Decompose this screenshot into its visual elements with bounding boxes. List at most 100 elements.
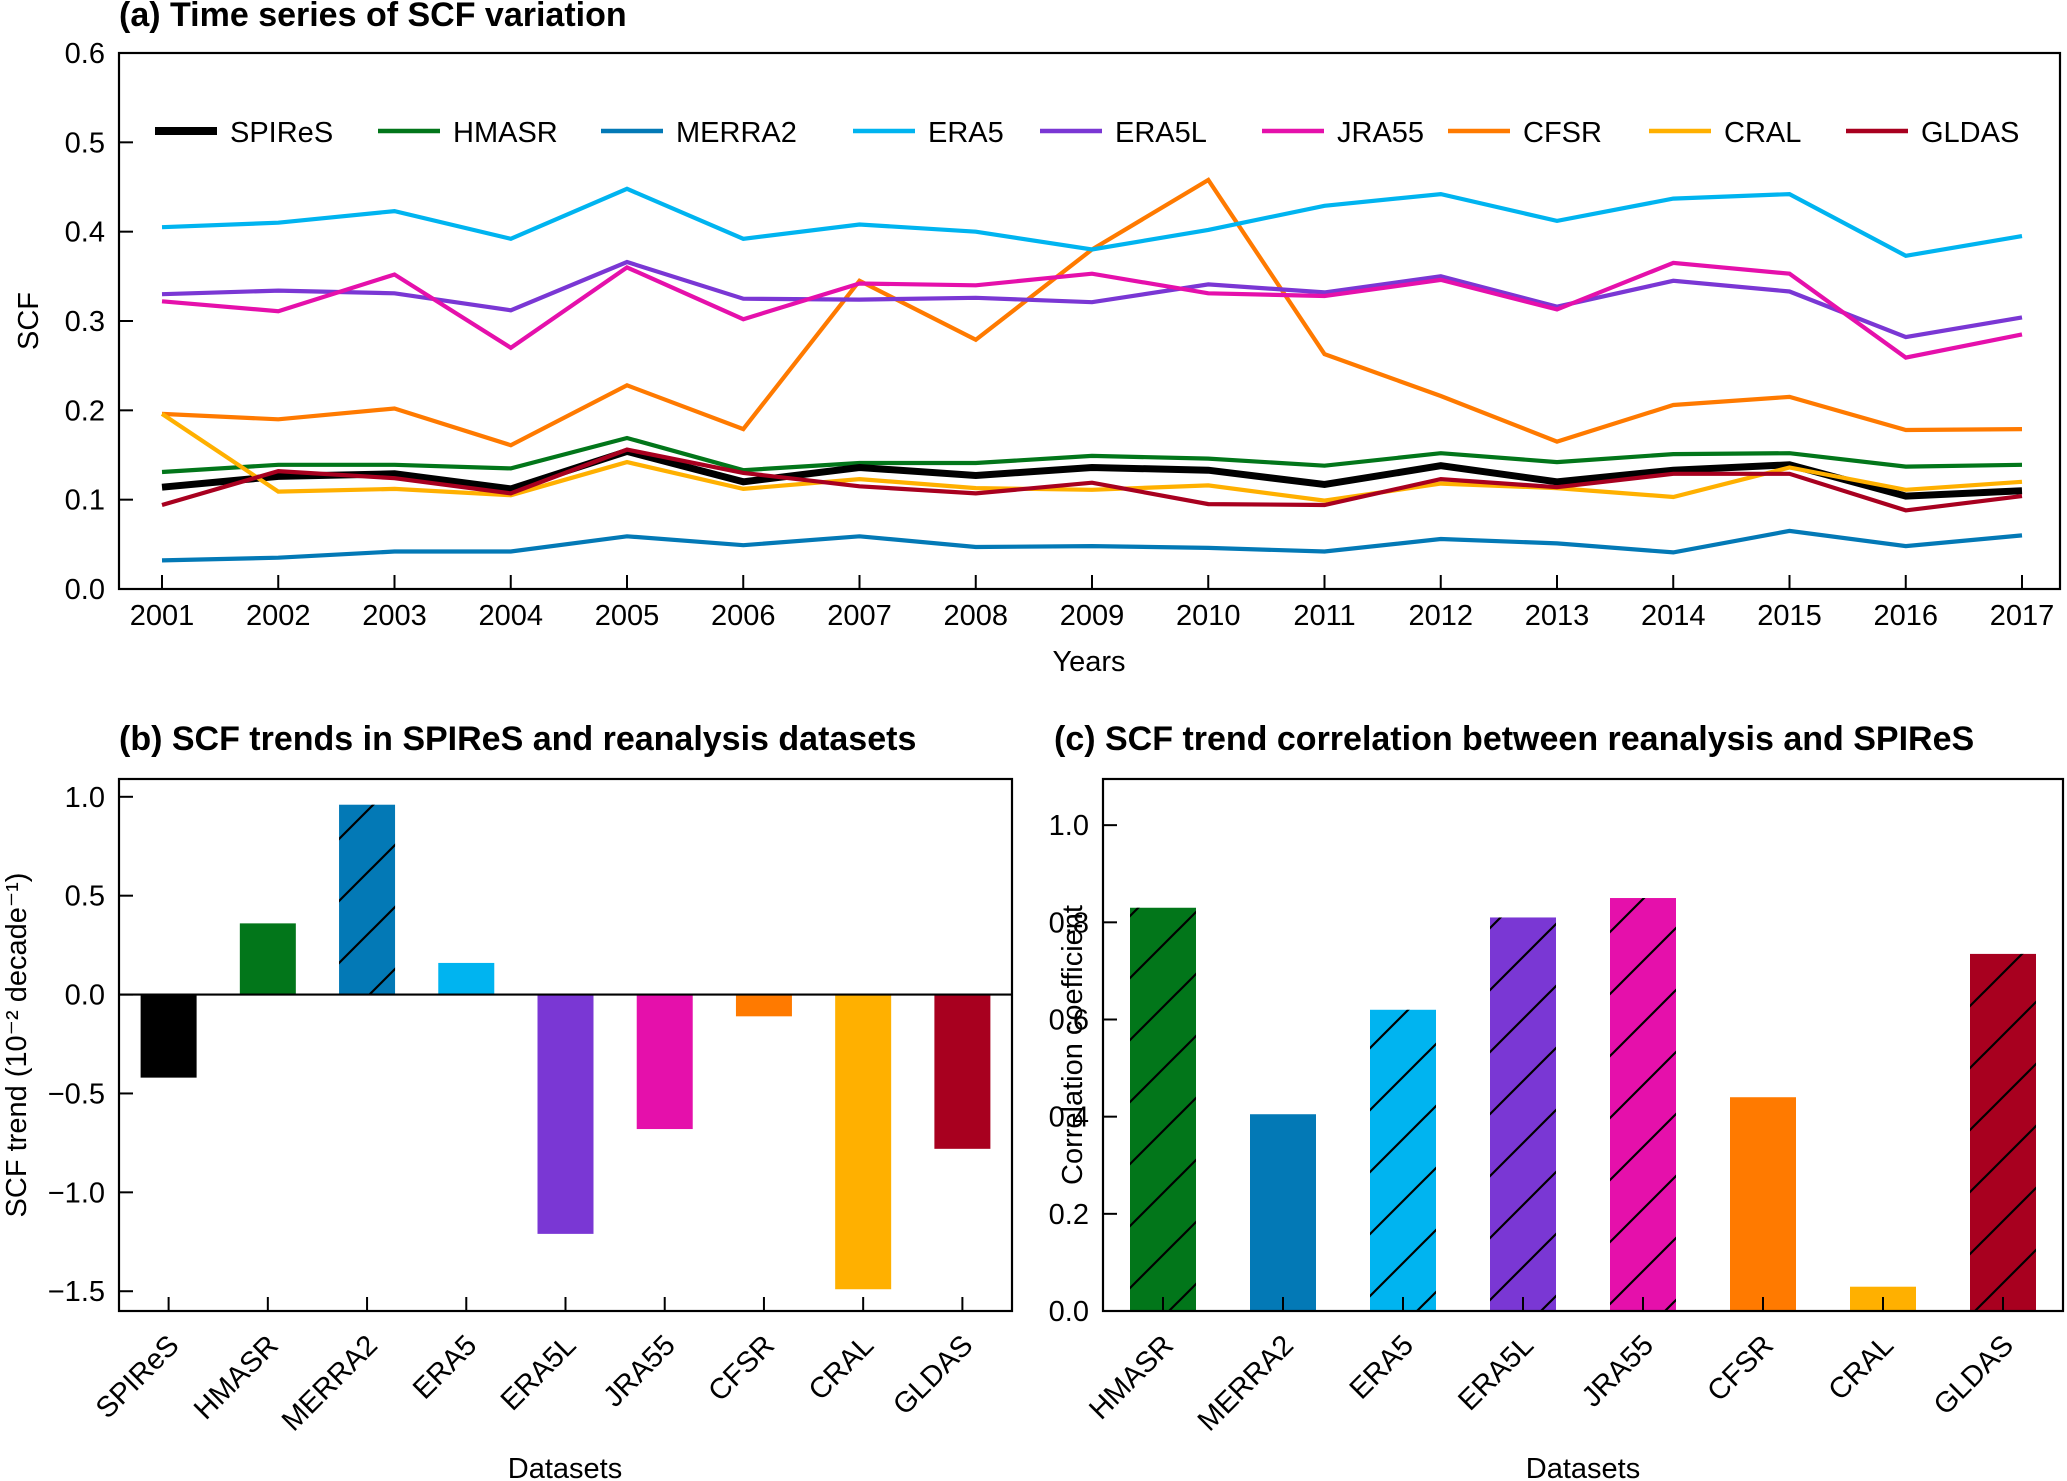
y-tick-label: 0.2 [65, 395, 105, 427]
bar-hatch-jra55 [1610, 898, 1676, 1311]
y-tick-label: −0.5 [48, 1078, 105, 1110]
legend-label-hmasr: HMASR [453, 117, 558, 149]
x-tick-label: GLDAS [887, 1329, 979, 1421]
y-tick-label: 0.4 [1049, 1102, 1089, 1134]
panel-a-xlabel: Years [1052, 646, 1125, 678]
y-tick-label: 0.1 [65, 485, 105, 517]
y-tick-label: 1.0 [65, 782, 105, 814]
panel-b-title: (b) SCF trends in SPIReS and reanalysis … [119, 720, 916, 758]
panel-a-ylabel: SCF [13, 292, 45, 350]
x-tick-label: ERA5 [1344, 1329, 1420, 1405]
bar-cfsr [1730, 1097, 1796, 1311]
legend-label-merra2: MERRA2 [676, 117, 797, 149]
bar-hatch-hmasr [1130, 907, 1196, 1311]
bar-cral [835, 994, 892, 1290]
bar-merra2 [1250, 1114, 1316, 1311]
x-tick-label: MERRA2 [276, 1329, 384, 1437]
panel-b-frame [117, 777, 1014, 1313]
x-tick-label: MERRA2 [1192, 1329, 1300, 1437]
x-tick-label: 2014 [1641, 600, 1706, 632]
panel-c-plot-area: 0.0 0.2 0.4 0.6 0.8 1.0 HMASR MERRA2 ERA5 ERA5L JR… [1049, 810, 2036, 1437]
bar-hatch-era5l [1490, 917, 1556, 1311]
panel-a-plot-area: 0.0 0.1 0.2 0.3 0.4 0.5 0.6 2001 2002 2003 2004 200… [65, 38, 2055, 632]
x-tick-label: 2011 [1293, 600, 1355, 632]
x-tick-label: 2015 [1757, 600, 1822, 632]
x-tick-label: 2013 [1525, 600, 1590, 632]
legend-label-cral: CRAL [1724, 117, 1801, 149]
panel-c-title: (c) SCF trend correlation between reanal… [1054, 720, 1974, 758]
x-tick-label: SPIReS [90, 1329, 186, 1425]
y-tick-label: 0.6 [65, 38, 105, 70]
bar-jra55 [636, 994, 693, 1130]
panel-a-legend: SPIReS HMASR MERRA2 ERA5 ERA5L JRA55 CFSR CRAL G… [155, 117, 2019, 149]
legend-label-jra55: JRA55 [1337, 117, 1424, 149]
x-tick-label: 2012 [1408, 600, 1473, 632]
x-tick-label: JRA55 [597, 1329, 681, 1413]
x-tick-label: 2010 [1176, 600, 1241, 632]
panel-c-ylabel: Correlation coefficient [1057, 905, 1089, 1185]
x-tick-label: 2003 [362, 600, 427, 632]
panel-b-trends: (b) SCF trends in SPIReS and reanalysis … [1, 720, 1014, 1481]
bar-era5 [438, 962, 495, 995]
series-line-era5l [161, 259, 2023, 340]
bar-hatch-gldas [1970, 953, 2036, 1311]
panel-b-ylabel: SCF trend (10⁻² decade⁻¹) [1, 873, 33, 1218]
panel-c-frame [1101, 777, 2065, 1313]
panel-b-xlabel: Datasets [508, 1453, 622, 1481]
y-tick-label: 0.5 [65, 881, 105, 913]
y-tick-label: 0.0 [65, 574, 105, 606]
x-tick-label: HMASR [1083, 1329, 1180, 1426]
legend-label-era5l: ERA5L [1115, 117, 1207, 149]
bar-hmasr [239, 923, 296, 995]
legend-label-cfsr: CFSR [1523, 117, 1602, 149]
y-tick-label: 0.4 [65, 217, 105, 249]
series-line-era5 [161, 186, 2023, 258]
legend-label-gldas: GLDAS [1921, 117, 2019, 149]
x-tick-label: ERA5 [407, 1329, 483, 1405]
panel-a-time-series: (a) Time series of SCF variation 0.0 0.1 0… [13, 0, 2062, 678]
panel-a-title: (a) Time series of SCF variation [119, 0, 627, 34]
panel-c-correlation: (c) SCF trend correlation between reanal… [1049, 720, 2065, 1481]
y-tick-label: 0.5 [65, 127, 105, 159]
x-tick-label: CRAL [1823, 1329, 1900, 1406]
series-line-jra55 [161, 260, 2023, 360]
x-tick-label: 2002 [246, 600, 311, 632]
series-line-gldas [161, 447, 2023, 513]
series-line-hmasr [161, 435, 2023, 475]
y-tick-label: 1.0 [1049, 810, 1089, 842]
x-tick-label: 2017 [1990, 600, 2055, 632]
y-tick-label: 0.6 [1049, 1004, 1089, 1036]
x-tick-label: 2009 [1060, 600, 1125, 632]
legend-label-era5: ERA5 [928, 117, 1004, 149]
legend-label-spires: SPIReS [230, 117, 333, 149]
x-tick-label: JRA55 [1576, 1329, 1660, 1413]
y-tick-label: 0.8 [1049, 907, 1089, 939]
panel-c-xlabel: Datasets [1526, 1453, 1640, 1481]
x-tick-label: 2007 [827, 600, 892, 632]
panel-a-frame [117, 51, 2062, 591]
x-tick-label: HMASR [188, 1329, 285, 1426]
x-tick-label: CFSR [1701, 1329, 1779, 1407]
series-line-spires [161, 447, 2023, 500]
bar-cfsr [735, 994, 792, 1017]
bar-hatch-era5 [1370, 1009, 1436, 1311]
bar-spires [140, 994, 197, 1078]
y-tick-label: −1.5 [48, 1276, 105, 1308]
y-tick-label: −1.0 [48, 1177, 105, 1209]
x-tick-label: 2005 [595, 600, 660, 632]
x-tick-label: 2016 [1873, 600, 1938, 632]
x-tick-label: 2006 [711, 600, 776, 632]
bar-gldas [934, 994, 991, 1149]
x-tick-label: CFSR [702, 1329, 780, 1407]
y-tick-label: 0.3 [65, 306, 105, 338]
x-tick-label: 2004 [478, 600, 543, 632]
x-tick-label: 2008 [943, 600, 1008, 632]
y-tick-label: 0.0 [65, 980, 105, 1012]
series-line-cral [160, 412, 2023, 503]
x-tick-label: CRAL [803, 1329, 880, 1406]
x-tick-label: GLDAS [1928, 1329, 2020, 1421]
y-tick-label: 0.0 [1049, 1296, 1089, 1328]
series-line-merra2 [161, 528, 2023, 563]
